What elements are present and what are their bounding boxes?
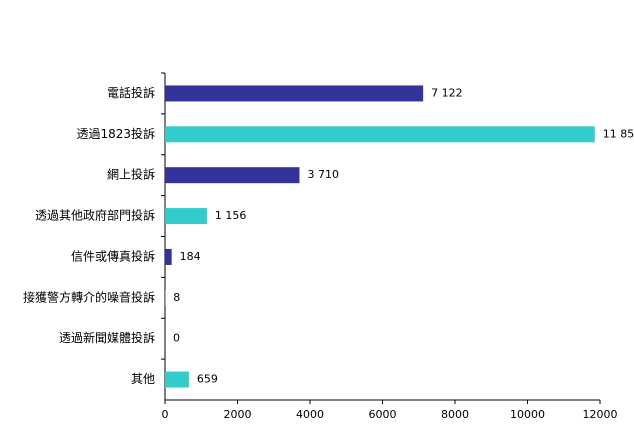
bar xyxy=(165,167,300,184)
bar xyxy=(165,126,595,143)
value-label: 659 xyxy=(197,373,218,386)
bar xyxy=(165,85,424,102)
y-tick-label: 透過新聞媒體投訴 xyxy=(59,330,155,345)
y-tick-label: 其他 xyxy=(131,372,155,386)
y-tick-label: 接獲警方轉介的噪音投訴 xyxy=(23,289,155,304)
x-tick-label: 2000 xyxy=(224,408,252,421)
bar xyxy=(165,371,189,388)
x-tick-label: 8000 xyxy=(441,408,469,421)
value-label: 8 xyxy=(173,291,180,304)
x-tick-label: 0 xyxy=(162,408,169,421)
bar xyxy=(165,248,172,265)
value-label: 11 856 xyxy=(603,127,634,140)
value-label: 1 156 xyxy=(215,209,247,222)
value-label: 0 xyxy=(173,332,180,345)
y-tick-label: 網上投訴 xyxy=(107,167,155,182)
y-tick-label: 透過其他政府部門投訴 xyxy=(35,208,155,223)
bar xyxy=(165,208,207,225)
value-label: 3 710 xyxy=(307,168,339,181)
y-tick-label: 電話投訴 xyxy=(107,85,155,100)
y-tick-label: 透過1823投訴 xyxy=(76,126,155,141)
x-tick-label: 12000 xyxy=(583,408,618,421)
x-tick-label: 4000 xyxy=(296,408,324,421)
x-tick-label: 6000 xyxy=(369,408,397,421)
x-tick-label: 10000 xyxy=(510,408,545,421)
value-label: 7 122 xyxy=(431,86,463,99)
y-tick-label: 信件或傳真投訴 xyxy=(71,248,155,263)
value-label: 184 xyxy=(180,250,201,263)
